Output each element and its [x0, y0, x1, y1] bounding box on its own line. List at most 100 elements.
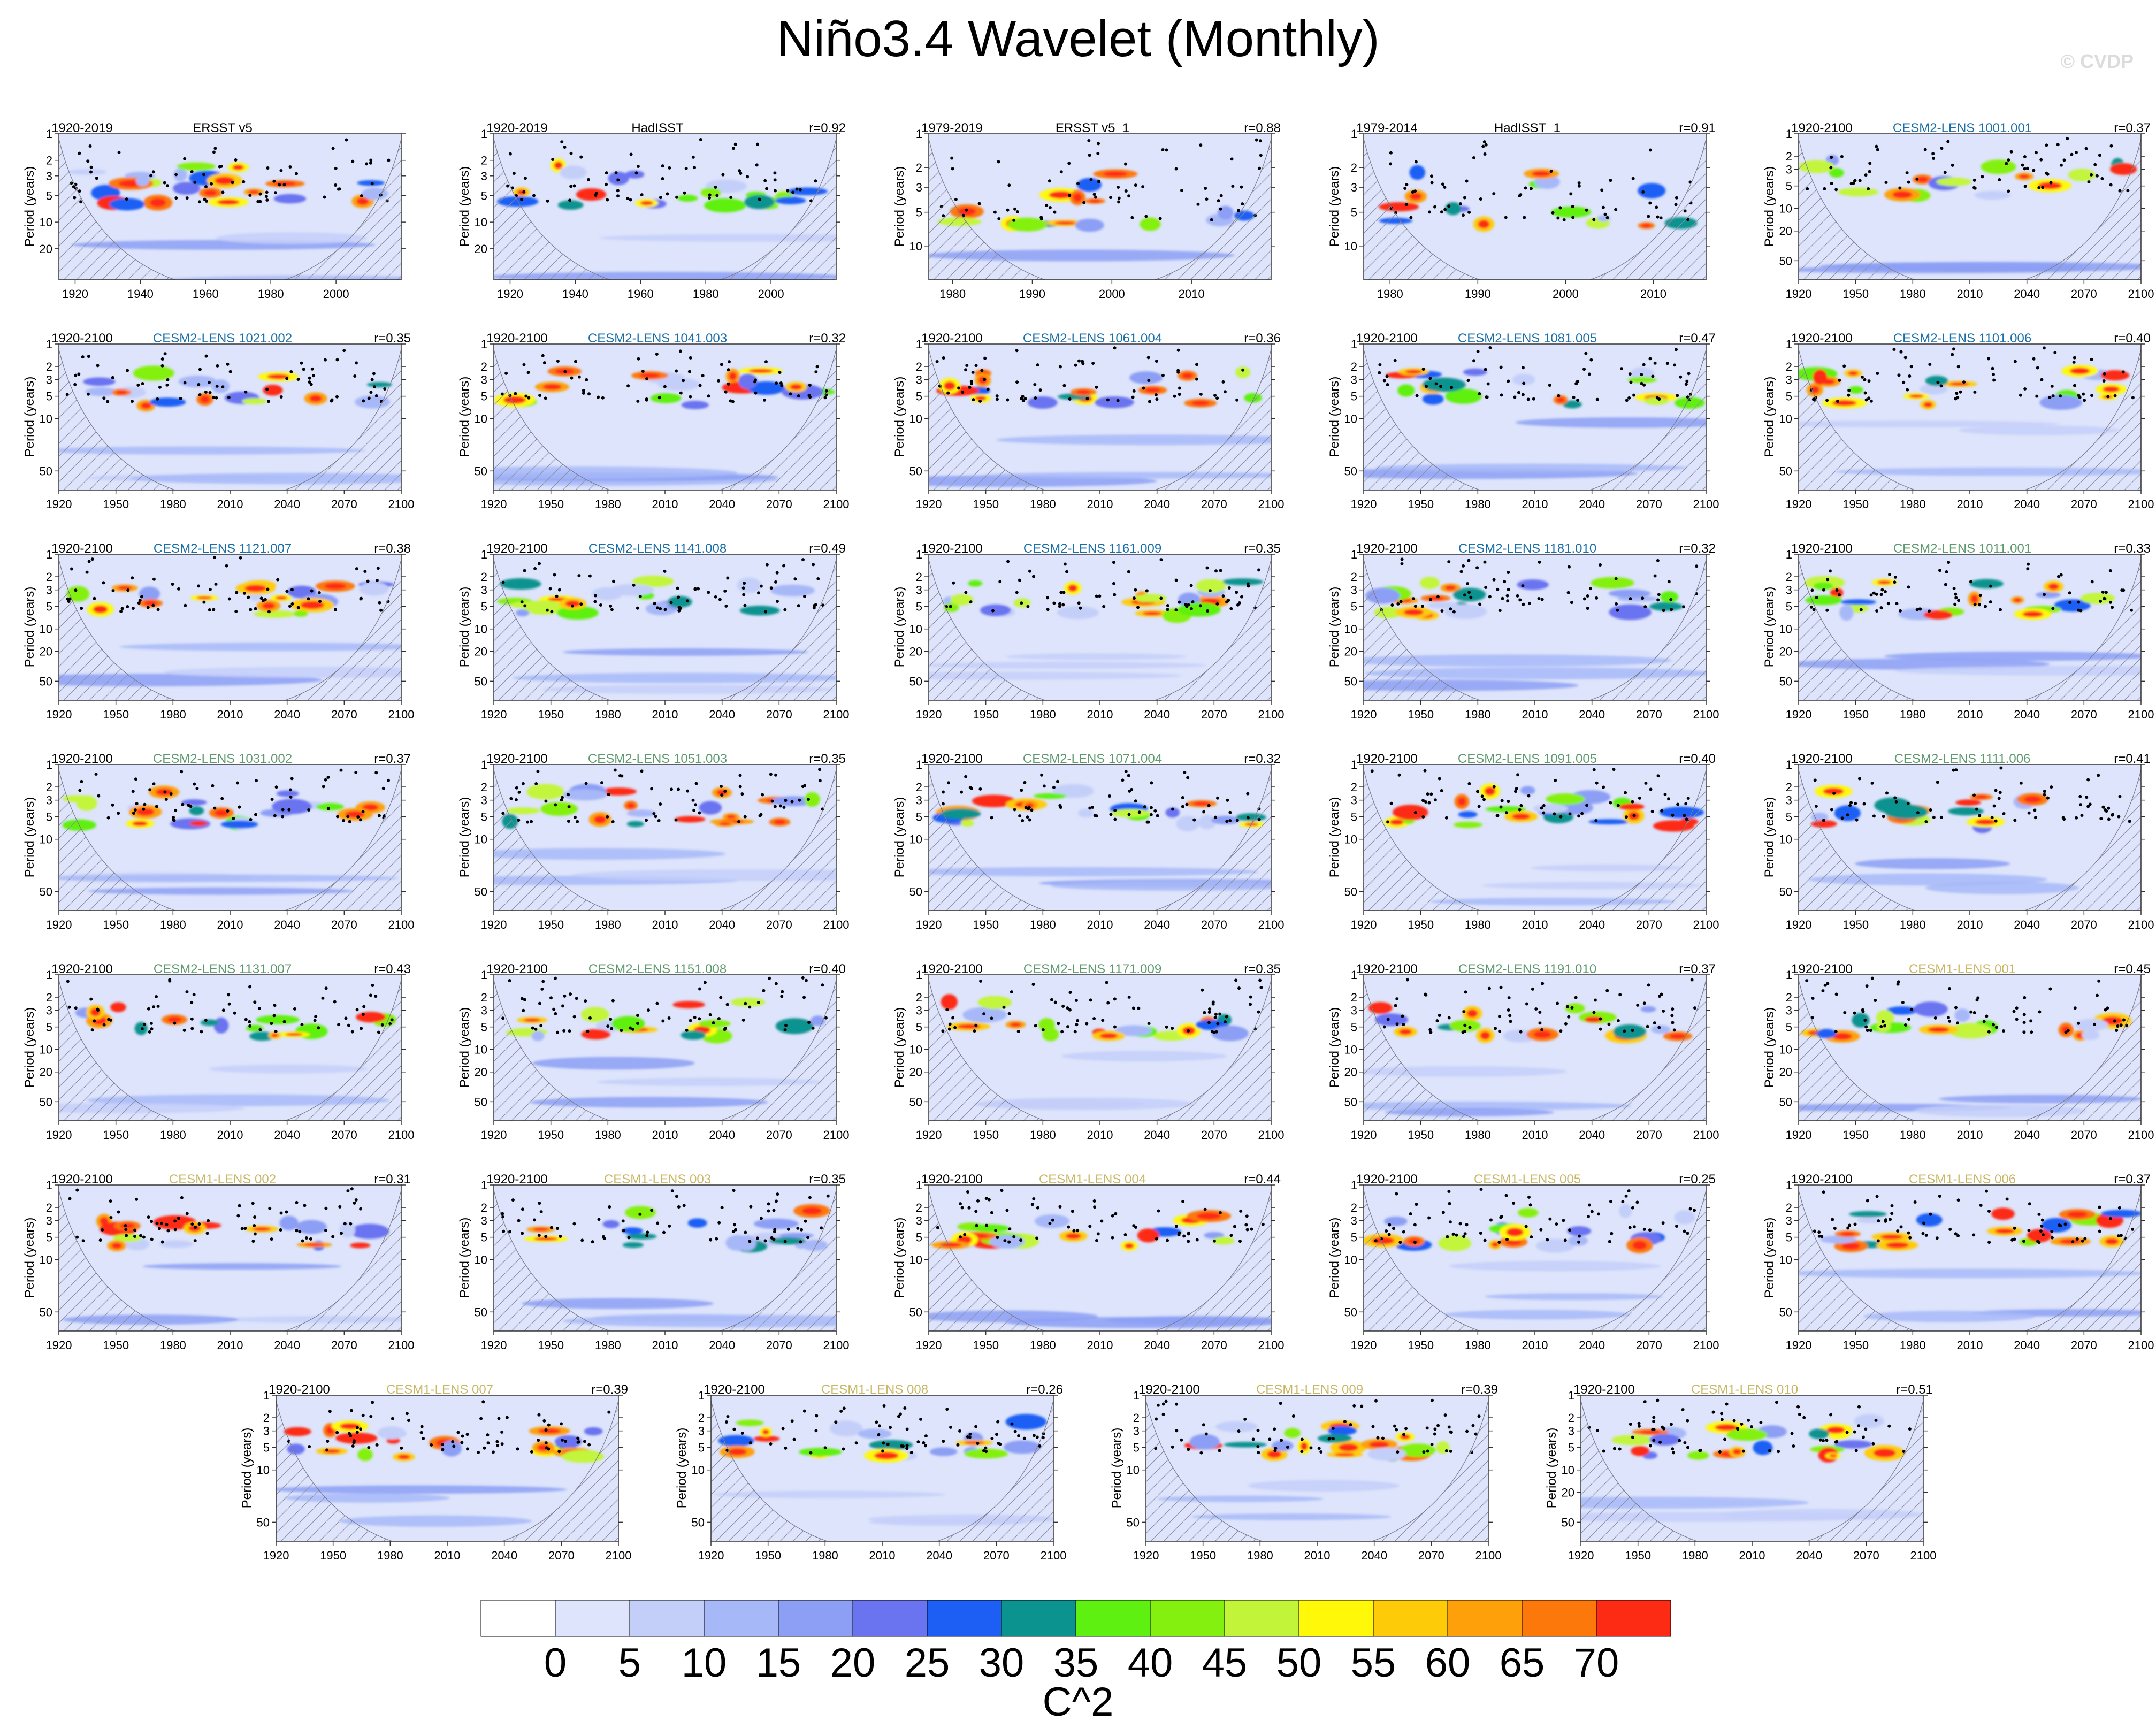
significance-dot [1088, 154, 1091, 157]
significance-dot [1826, 982, 1830, 985]
significance-dot [511, 186, 515, 190]
significance-dot [808, 395, 812, 399]
significance-dot [1102, 605, 1106, 608]
y-tick-label: 3 [481, 1214, 487, 1228]
significance-dot [1653, 1021, 1656, 1025]
power-blob-core [2059, 1239, 2082, 1244]
significance-dot [650, 1209, 654, 1212]
significance-dot [1006, 208, 1010, 212]
significance-dot [1034, 1024, 1037, 1028]
y-tick-label: 10 [909, 1043, 922, 1057]
significance-dot [600, 781, 604, 785]
y-tick-label: 20 [1344, 1066, 1357, 1079]
significance-dot [125, 197, 128, 201]
significance-dot [1952, 586, 1956, 590]
power-blob [804, 792, 820, 807]
x-tick-label: 2040 [1144, 1128, 1170, 1142]
wavelet-panel: 1920-2100 CESM2-LENS 1131.007 r=0.43 Period… [6, 960, 425, 1160]
power-band [59, 446, 365, 455]
significance-dot [1386, 820, 1390, 824]
significance-dot [765, 187, 769, 190]
power-blob-core [1010, 1022, 1021, 1027]
x-tick-label: 2100 [1258, 1339, 1285, 1352]
significance-dot [86, 159, 90, 163]
significance-dot [500, 1430, 504, 1434]
significance-dot [1498, 609, 1502, 613]
y-tick-label: 2 [263, 1411, 270, 1425]
power-blob [1651, 1025, 1671, 1034]
significance-dot [961, 390, 965, 394]
colorbar-swatch [1447, 1600, 1523, 1637]
significance-dot [636, 165, 640, 169]
significance-dot [358, 818, 362, 822]
cone-of-influence [1799, 559, 2141, 700]
x-tick-label: 2010 [652, 498, 678, 511]
significance-dot [996, 1236, 999, 1240]
significance-dot [806, 798, 810, 801]
significance-dot [516, 1447, 519, 1451]
power-blob-core [1588, 1018, 1599, 1021]
significance-dot [802, 1409, 806, 1413]
significance-dot [784, 1446, 788, 1450]
significance-dot [1944, 583, 1947, 586]
significance-dot [659, 607, 662, 610]
significance-dot [1146, 356, 1150, 360]
y-tick-label: 5 [1351, 600, 1357, 614]
power-blob-core [1399, 1029, 1412, 1035]
power-blob-core [136, 808, 155, 816]
significance-dot [1984, 605, 1987, 608]
significance-dot [1246, 792, 1250, 796]
significance-dot [2092, 1022, 2096, 1026]
y-tick-label: 2 [1351, 360, 1357, 373]
significance-dot [236, 1214, 240, 1218]
power-blob-core [1909, 394, 1924, 398]
significance-dot [165, 383, 169, 387]
x-tick-label: 1980 [1030, 918, 1056, 931]
significance-dot [1155, 1417, 1158, 1421]
power-blob-core [1125, 1243, 1134, 1249]
power-blob-core [1975, 819, 1997, 825]
panel-period-label: 1920-2100 [1356, 962, 1418, 976]
significance-dot [1674, 348, 1678, 351]
power-blob-core [345, 1435, 368, 1442]
y-tick-label: 1 [46, 338, 52, 351]
significance-dot [296, 378, 300, 381]
significance-dot [1711, 1410, 1715, 1414]
y-tick-label: 1 [916, 968, 922, 982]
significance-dot [1010, 990, 1013, 994]
significance-dot [2056, 143, 2060, 147]
significance-dot [1823, 983, 1827, 987]
significance-dot [1053, 1000, 1057, 1004]
significance-dot [1838, 378, 1841, 382]
significance-dot [1449, 1449, 1452, 1453]
significance-dot [1817, 1230, 1821, 1234]
power-blob [366, 381, 393, 388]
significance-dot [98, 1238, 102, 1242]
significance-dot [387, 158, 391, 162]
power-blob [929, 1447, 958, 1456]
y-tick-label: 10 [1344, 1253, 1357, 1267]
y-tick-label: 1 [1786, 338, 1792, 351]
significance-dot [270, 1237, 273, 1241]
significance-dot [1013, 1429, 1017, 1433]
y-tick-label: 1 [1786, 548, 1792, 561]
power-blob-core [117, 586, 132, 590]
significance-dot [2102, 379, 2106, 383]
power-blob-core [193, 822, 203, 825]
significance-dot [1149, 806, 1153, 809]
x-tick-label: 2010 [1087, 708, 1113, 721]
significance-dot [133, 1228, 137, 1232]
significance-dot [1972, 1233, 1976, 1237]
significance-dot [1430, 1442, 1434, 1446]
y-tick-label: 5 [1786, 390, 1792, 403]
significance-dot [1864, 1427, 1868, 1431]
significance-dot [541, 354, 545, 357]
significance-dot [226, 809, 230, 813]
significance-dot [1631, 800, 1634, 804]
power-blob [650, 393, 682, 403]
y-tick-label: 10 [1344, 623, 1357, 636]
significance-dot [1246, 816, 1250, 820]
significance-dot [2074, 816, 2078, 820]
significance-dot [163, 790, 167, 794]
significance-dot [2084, 147, 2088, 150]
